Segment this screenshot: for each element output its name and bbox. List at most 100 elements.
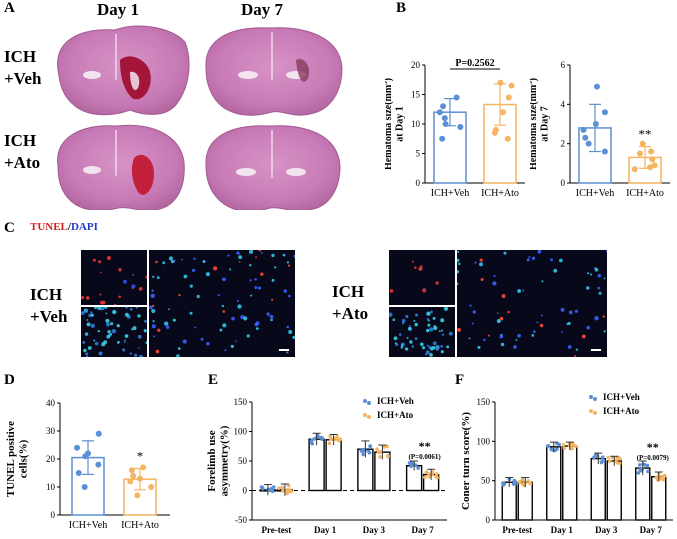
cell-nucleus <box>200 337 204 341</box>
cell-nucleus <box>206 342 210 346</box>
cell-nucleus <box>427 319 430 322</box>
cell-nucleus <box>405 314 409 319</box>
data-point <box>512 481 517 485</box>
cell-nucleus <box>429 327 434 332</box>
cell-nucleus <box>98 351 103 356</box>
cell-nucleus <box>282 253 286 257</box>
cell-nucleus <box>132 273 135 276</box>
cell-nucleus <box>271 298 274 301</box>
cell-nucleus <box>457 282 459 286</box>
cell-nucleus <box>598 291 602 295</box>
p-value-annotation: (P=0.0061) <box>409 453 442 461</box>
data-point <box>361 452 365 457</box>
data-point <box>440 103 447 110</box>
data-point <box>427 474 431 479</box>
cell-nucleus <box>168 256 173 261</box>
cell-nucleus <box>131 284 136 289</box>
cell-nucleus <box>413 320 416 322</box>
data-point <box>639 468 644 473</box>
cell-nucleus <box>425 353 428 356</box>
data-point <box>562 446 567 450</box>
cell-nucleus <box>131 328 134 331</box>
cell-nucleus <box>138 354 144 357</box>
cell-nucleus <box>541 280 544 283</box>
cell-nucleus <box>254 286 258 290</box>
cell-nucleus <box>153 335 156 338</box>
cell-nucleus <box>398 333 402 336</box>
scale-bar-veh <box>279 349 289 351</box>
panel-label-e: E <box>208 372 219 388</box>
y-tick-label: 6 <box>561 60 566 70</box>
cell-nucleus <box>84 332 89 336</box>
cell-nucleus <box>566 322 569 325</box>
data-point <box>601 148 608 155</box>
cell-nucleus <box>435 347 440 351</box>
bar-ich-veh <box>635 467 651 521</box>
cell-nucleus <box>101 342 106 347</box>
cell-nucleus <box>536 321 539 324</box>
y-tick-label: 10 <box>46 482 56 492</box>
cell-nucleus <box>231 316 235 321</box>
cell-nucleus <box>222 277 226 282</box>
cell-nucleus <box>156 276 160 280</box>
cell-nucleus <box>400 346 404 349</box>
y-axis-label-part: Hematoma size(mm <box>530 84 539 170</box>
legend-marker <box>363 413 367 417</box>
data-point <box>618 457 622 461</box>
cell-nucleus <box>468 337 471 340</box>
cell-nucleus <box>129 307 133 311</box>
data-point <box>571 443 576 447</box>
y-axis-label: Hematoma size(mm3) at Day 1 <box>385 78 406 170</box>
cell-nucleus <box>255 327 259 331</box>
bar-ich-ato <box>651 476 667 521</box>
cell-nucleus <box>271 253 275 258</box>
data-point <box>286 483 291 488</box>
cell-nucleus <box>178 293 181 297</box>
data-point <box>260 485 265 490</box>
cell-nucleus <box>104 307 108 309</box>
cell-nucleus <box>122 348 126 352</box>
cell-nucleus <box>118 295 122 299</box>
brain-veh-day7 <box>205 27 343 116</box>
data-point <box>85 450 92 457</box>
data-point <box>312 437 317 441</box>
cell-nucleus <box>392 318 396 322</box>
cell-nucleus <box>568 310 573 315</box>
cell-nucleus <box>227 254 230 257</box>
y-axis-label-superscript: 3 <box>530 81 534 85</box>
data-point <box>601 458 606 463</box>
micrograph-ato-dapi <box>389 307 455 357</box>
data-point <box>382 445 386 449</box>
data-point <box>317 435 321 440</box>
cell-nucleus <box>99 271 102 274</box>
cell-nucleus <box>125 334 129 338</box>
cell-nucleus <box>137 314 141 318</box>
cell-nucleus <box>97 307 102 311</box>
cell-nucleus <box>271 278 275 282</box>
row-label-ato-line2: +Ato <box>4 153 41 172</box>
data-point <box>436 109 443 116</box>
cell-nucleus <box>93 339 96 342</box>
cell-nucleus <box>90 323 95 328</box>
cell-nucleus <box>249 250 254 254</box>
cell-nucleus <box>418 266 423 271</box>
cell-nucleus <box>293 254 295 258</box>
data-point <box>659 477 663 481</box>
data-point <box>95 430 102 437</box>
cell-nucleus <box>477 345 481 349</box>
data-point <box>592 121 599 127</box>
micrograph-veh-dapi <box>81 307 147 357</box>
data-point <box>327 441 332 446</box>
cell-nucleus <box>286 261 290 264</box>
y-axis-label-line: asymmetry(%) <box>219 425 231 496</box>
cell-nucleus <box>433 325 436 328</box>
stain-legend: TUNEL/DAPI <box>30 221 98 233</box>
y-tick-label: 30 <box>46 426 56 436</box>
cell-nucleus <box>94 307 98 309</box>
scale-bar-ato <box>591 349 601 351</box>
cell-nucleus <box>540 314 543 317</box>
cell-nucleus <box>151 308 156 314</box>
cell-nucleus <box>503 251 507 255</box>
cell-nucleus <box>426 317 429 320</box>
data-point <box>505 94 512 101</box>
